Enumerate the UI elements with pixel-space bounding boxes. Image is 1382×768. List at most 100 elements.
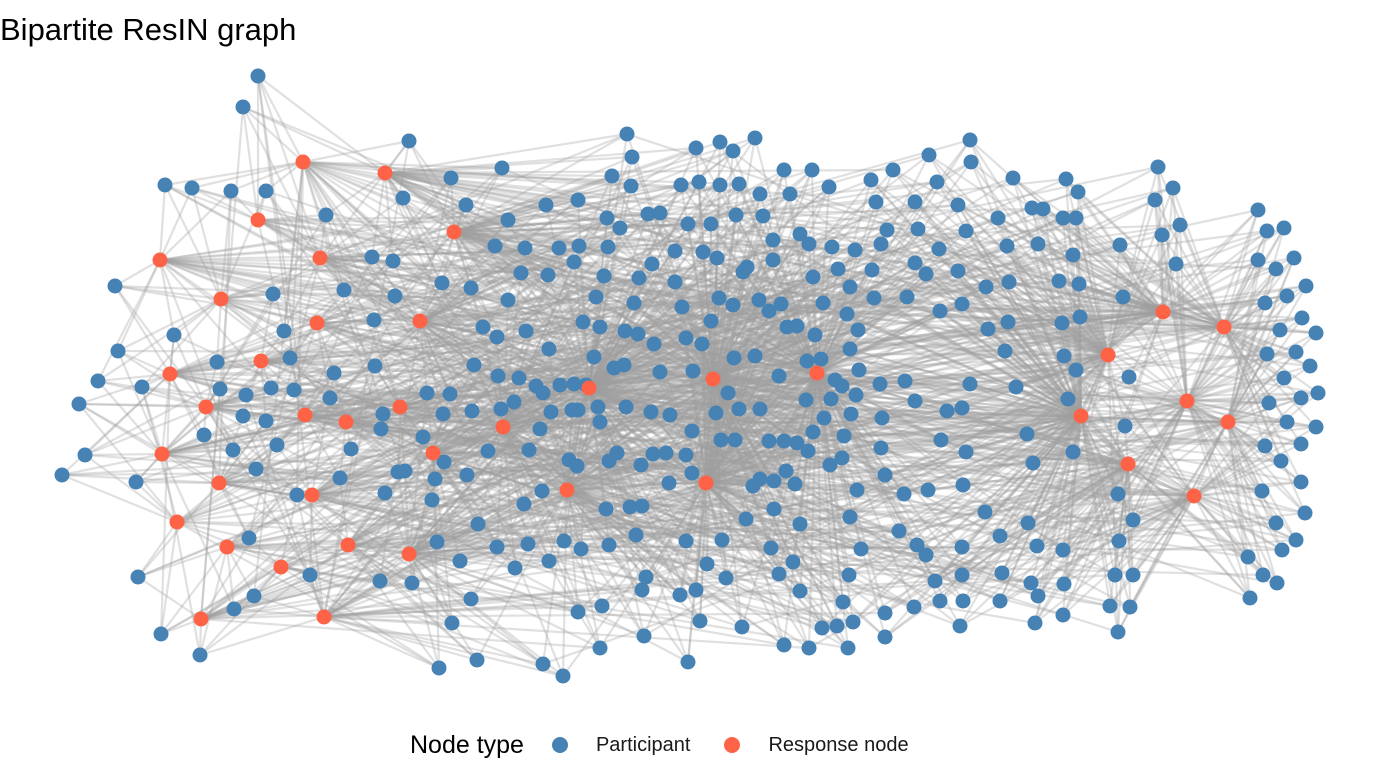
participant-node	[226, 601, 242, 617]
graph-edge	[302, 161, 443, 284]
graph-edge	[265, 161, 304, 192]
graph-edge	[816, 248, 940, 374]
graph-edge	[408, 367, 615, 555]
participant-node	[435, 406, 451, 422]
graph-edge	[1072, 254, 1225, 328]
graph-edge	[711, 297, 721, 380]
graph-edge	[987, 327, 1109, 357]
participant-node	[804, 162, 820, 178]
participant-node	[1117, 418, 1133, 434]
graph-edge	[562, 489, 569, 542]
graph-edge	[1106, 296, 1125, 356]
response-node	[581, 380, 597, 396]
graph-edge	[1072, 450, 1129, 466]
graph-edge	[443, 426, 504, 463]
graph-edge	[1186, 400, 1283, 551]
graph-edge	[323, 511, 1306, 619]
participant-node	[752, 471, 768, 487]
graph-edge	[712, 377, 1270, 405]
graph-edge	[176, 520, 564, 678]
participant-node	[761, 433, 777, 449]
participant-node	[404, 575, 420, 591]
graph-edge	[84, 405, 207, 457]
graph-edge	[408, 474, 468, 555]
graph-edge	[432, 427, 541, 455]
legend-title: Node type	[410, 730, 524, 759]
graph-edge	[1186, 399, 1317, 429]
graph-edge	[117, 349, 1109, 357]
graph-edge	[588, 186, 830, 389]
response-node	[213, 291, 229, 307]
participant-node	[1293, 436, 1309, 452]
graph-edge	[1222, 326, 1307, 514]
participant-node	[556, 533, 572, 549]
graph-edge	[704, 482, 709, 565]
graph-edge	[673, 281, 715, 380]
graph-edge	[502, 321, 584, 428]
graph-edge	[914, 262, 1082, 417]
graph-edge	[961, 406, 1082, 418]
graph-edge	[709, 320, 715, 380]
graph-edge	[453, 146, 697, 234]
graph-edge	[792, 354, 1109, 563]
graph-edge	[514, 489, 568, 569]
graph-edge	[816, 372, 964, 602]
participant-node	[834, 450, 850, 466]
graph-edge	[176, 396, 1302, 524]
graph-edge	[816, 139, 971, 374]
graph-edge	[704, 304, 735, 484]
participant-node	[735, 264, 751, 280]
graph-edge	[242, 106, 304, 163]
graph-edge	[1222, 326, 1267, 447]
participant-node	[939, 403, 955, 419]
graph-edge	[565, 384, 588, 491]
graph-edge	[408, 302, 635, 555]
graph-edge	[898, 462, 1129, 533]
participant-node	[592, 640, 608, 656]
participant-node	[624, 149, 640, 165]
graph-edge	[558, 384, 569, 491]
participant-node	[782, 186, 798, 202]
graph-edge	[218, 420, 267, 484]
graph-edge	[969, 383, 1129, 465]
graph-edge	[884, 415, 1082, 638]
graph-edge	[1106, 354, 1127, 427]
graph-edge	[255, 231, 455, 470]
participant-node	[695, 244, 711, 260]
graph-edge	[514, 399, 1188, 570]
graph-edge	[311, 493, 850, 577]
graph-edge	[1227, 420, 1302, 446]
graph-edge	[200, 492, 386, 620]
response-node	[377, 165, 393, 181]
participant-node	[765, 232, 781, 248]
graph-edge	[384, 171, 1063, 325]
graph-edge	[226, 545, 794, 564]
graph-edge	[705, 481, 775, 511]
participant-node	[910, 221, 926, 237]
graph-edge	[257, 218, 694, 373]
graph-edge	[795, 325, 819, 374]
participant-node	[566, 376, 582, 392]
participant-node	[269, 437, 285, 453]
participant-node	[571, 238, 587, 254]
graph-edge	[302, 161, 509, 301]
participant-node	[842, 279, 858, 295]
participant-node	[766, 473, 782, 489]
graph-edge	[319, 256, 1263, 493]
participant-node	[785, 554, 801, 570]
participant-node	[128, 474, 144, 490]
graph-edge	[704, 169, 786, 484]
participant-node	[397, 463, 413, 479]
graph-edge	[408, 166, 1159, 555]
participant-node	[235, 99, 251, 115]
participant-node	[469, 652, 485, 668]
participant-node	[1029, 538, 1045, 554]
graph-edge	[161, 315, 1081, 456]
graph-edge	[712, 333, 816, 381]
graph-edge	[432, 451, 1111, 608]
participant-node	[1274, 542, 1290, 558]
graph-edge	[200, 463, 831, 621]
graph-edge	[719, 141, 1082, 417]
graph-edge	[1080, 415, 1134, 521]
graph-edge	[541, 489, 569, 665]
